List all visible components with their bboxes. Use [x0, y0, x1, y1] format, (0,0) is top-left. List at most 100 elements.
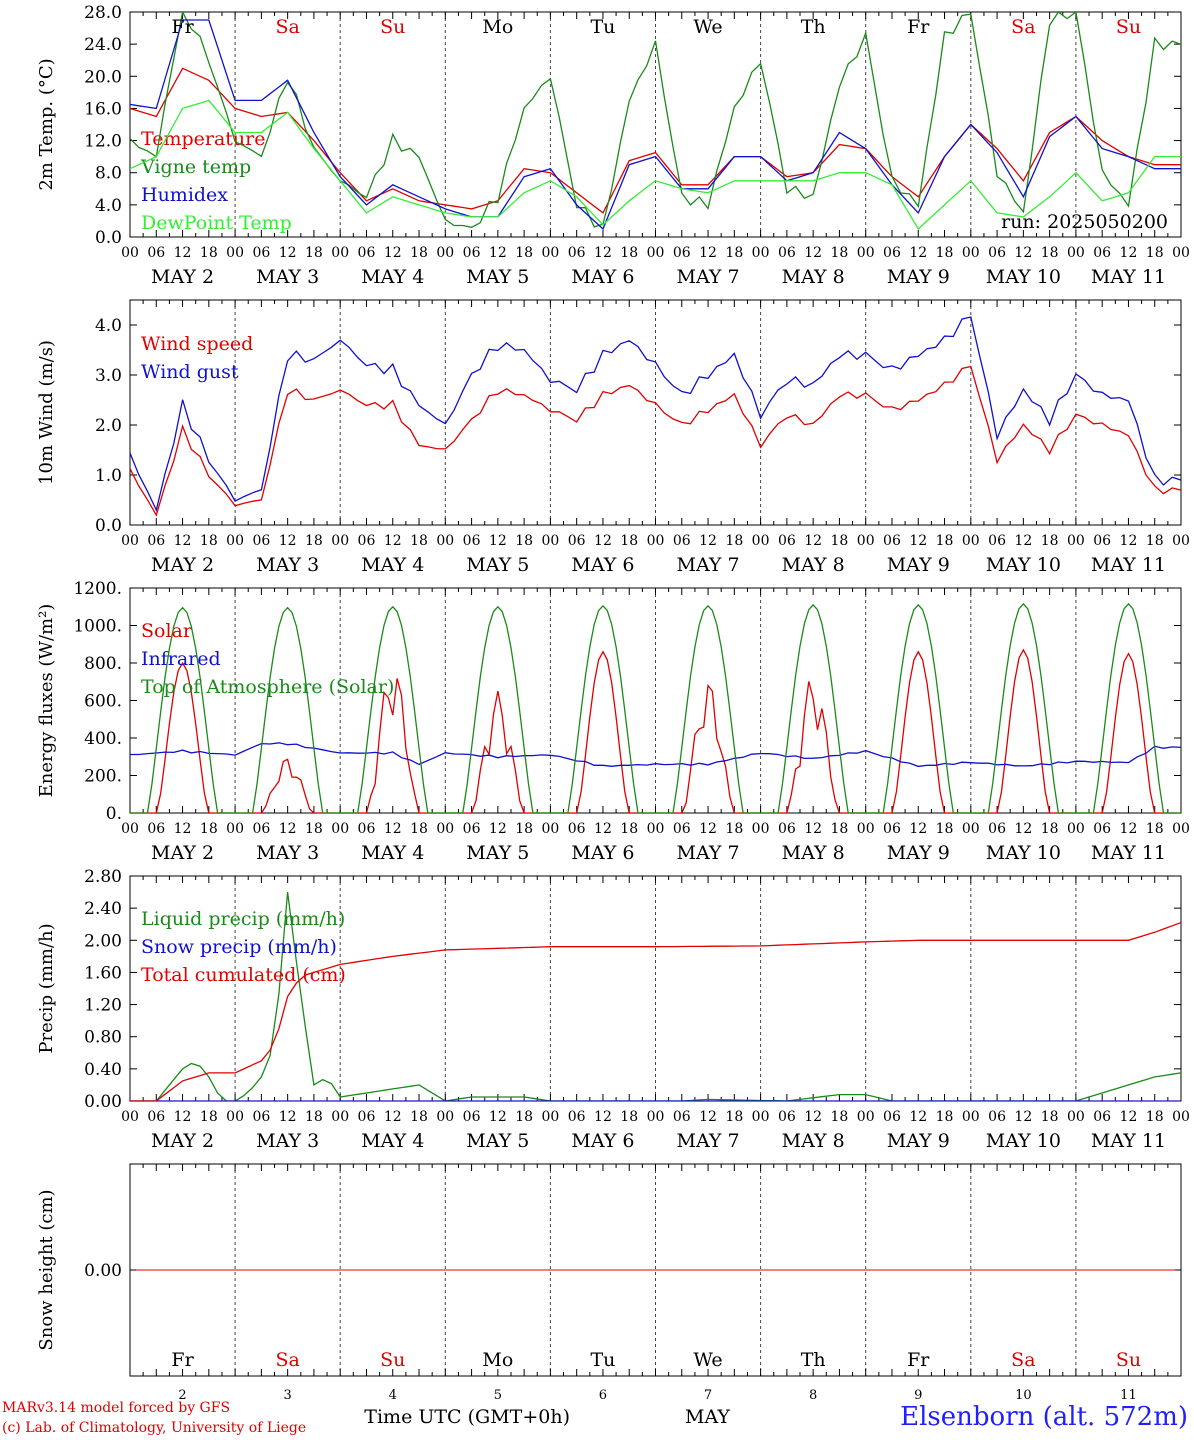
legend-entry: Wind speed	[141, 333, 253, 355]
hour-tick-label: 06	[1093, 245, 1111, 261]
hour-tick-label: 12	[909, 245, 927, 261]
day-number-label: 9	[914, 1388, 922, 1403]
y-axis-label: Precip (mm/h)	[36, 923, 57, 1053]
hour-tick-label: 00	[226, 245, 244, 261]
series-line-infrared	[130, 742, 1181, 768]
series-line-top-of-atmosphere-solar-	[130, 602, 1181, 813]
date-label: MAY 9	[887, 554, 950, 576]
hour-tick-label: 18	[1146, 245, 1164, 261]
hour-tick-label: 00	[226, 1109, 244, 1125]
y-axis-label: Snow height (cm)	[36, 1189, 57, 1350]
hour-tick-label: 06	[778, 245, 796, 261]
hour-tick-label: 18	[305, 245, 323, 261]
hour-tick-label: 06	[252, 821, 270, 837]
day-number-label: 4	[389, 1388, 397, 1403]
legend-entry: Temperature	[141, 128, 265, 150]
hour-tick-label: 18	[410, 245, 428, 261]
y-tick-label: 0.	[106, 804, 122, 824]
hour-tick-label: 06	[673, 533, 691, 549]
hour-tick-label: 06	[988, 533, 1006, 549]
hour-tick-label: 00	[1172, 821, 1190, 837]
hour-tick-label: 12	[594, 821, 612, 837]
hour-tick-label: 06	[1093, 821, 1111, 837]
hour-tick-label: 12	[909, 1109, 927, 1125]
hour-tick-label: 00	[541, 245, 559, 261]
date-label: MAY 7	[677, 266, 740, 288]
y-tick-label: 28.0	[84, 3, 122, 23]
day-name-label: Fr	[907, 16, 930, 38]
y-tick-label: 2.0	[95, 416, 122, 436]
date-label: MAY 10	[986, 266, 1061, 288]
day-name-label: Tu	[590, 16, 615, 38]
y-tick-label: 3.0	[95, 366, 122, 386]
hour-tick-label: 18	[515, 533, 533, 549]
hour-tick-label: 12	[174, 821, 192, 837]
panel-frame	[129, 11, 1182, 238]
date-label: MAY 11	[1091, 554, 1166, 576]
series-line-total-cumulated-cm-	[130, 921, 1181, 1101]
hour-tick-label: 00	[857, 1109, 875, 1125]
legend-entry: Top of Atmosphere (Solar)	[141, 676, 394, 698]
hour-tick-label: 18	[305, 821, 323, 837]
hour-tick-label: 06	[883, 1109, 901, 1125]
series-line-wind-gust	[130, 316, 1181, 513]
date-label: MAY 8	[782, 842, 845, 864]
hour-tick-label: 18	[936, 821, 954, 837]
hour-tick-label: 18	[515, 1109, 533, 1125]
day-name-label: Th	[801, 1349, 826, 1371]
hour-tick-label: 06	[988, 245, 1006, 261]
date-label: MAY 7	[677, 1130, 740, 1152]
hour-tick-label: 12	[384, 245, 402, 261]
hour-tick-label: 12	[594, 533, 612, 549]
date-label: MAY 8	[782, 266, 845, 288]
hour-tick-label: 18	[410, 821, 428, 837]
y-tick-label: 1.20	[84, 996, 122, 1016]
hour-tick-label: 18	[305, 533, 323, 549]
panel-frame	[129, 299, 1182, 526]
hour-tick-label: 18	[936, 533, 954, 549]
date-label: MAY 2	[151, 554, 214, 576]
y-tick-label: 8.0	[95, 164, 122, 184]
hour-tick-label: 00	[226, 533, 244, 549]
hour-tick-label: 18	[725, 533, 743, 549]
hour-tick-label: 06	[673, 1109, 691, 1125]
hour-tick-label: 00	[962, 245, 980, 261]
day-name-label: Fr	[171, 16, 194, 38]
hour-tick-label: 00	[857, 821, 875, 837]
hour-tick-label: 12	[384, 533, 402, 549]
hour-tick-label: 18	[725, 821, 743, 837]
hour-tick-label: 06	[358, 245, 376, 261]
y-tick-label: 12.0	[84, 132, 122, 152]
hour-tick-label: 12	[1120, 1109, 1138, 1125]
date-label: MAY 9	[887, 266, 950, 288]
series-line-temperature	[130, 67, 1181, 214]
hour-tick-label: 00	[436, 245, 454, 261]
date-label: MAY 10	[986, 554, 1061, 576]
day-number-label: 8	[809, 1388, 817, 1403]
legend-entry: Humidex	[141, 184, 228, 206]
hour-tick-label: 06	[988, 821, 1006, 837]
hour-tick-label: 00	[1172, 245, 1190, 261]
hour-tick-label: 00	[1172, 533, 1190, 549]
hour-tick-label: 18	[410, 1109, 428, 1125]
hour-tick-label: 06	[1093, 533, 1111, 549]
y-tick-label: 600.	[84, 692, 122, 712]
hour-tick-label: 12	[594, 245, 612, 261]
hour-tick-label: 06	[463, 821, 481, 837]
hour-tick-label: 06	[463, 245, 481, 261]
model-credit: MARv3.14 model forced by GFS	[2, 1400, 231, 1416]
hour-tick-label: 00	[436, 821, 454, 837]
legend-entry: DewPoint Temp	[141, 212, 292, 234]
date-label: MAY 5	[466, 554, 529, 576]
day-name-label: Sa	[275, 1349, 299, 1371]
date-label: MAY 6	[571, 842, 634, 864]
hour-tick-label: 12	[699, 533, 717, 549]
date-label: MAY 5	[466, 266, 529, 288]
hour-tick-label: 06	[358, 533, 376, 549]
hour-tick-label: 00	[1067, 821, 1085, 837]
hour-tick-label: 18	[620, 533, 638, 549]
hour-tick-label: 12	[279, 1109, 297, 1125]
y-tick-label: 20.0	[84, 67, 122, 87]
hour-tick-label: 12	[909, 821, 927, 837]
